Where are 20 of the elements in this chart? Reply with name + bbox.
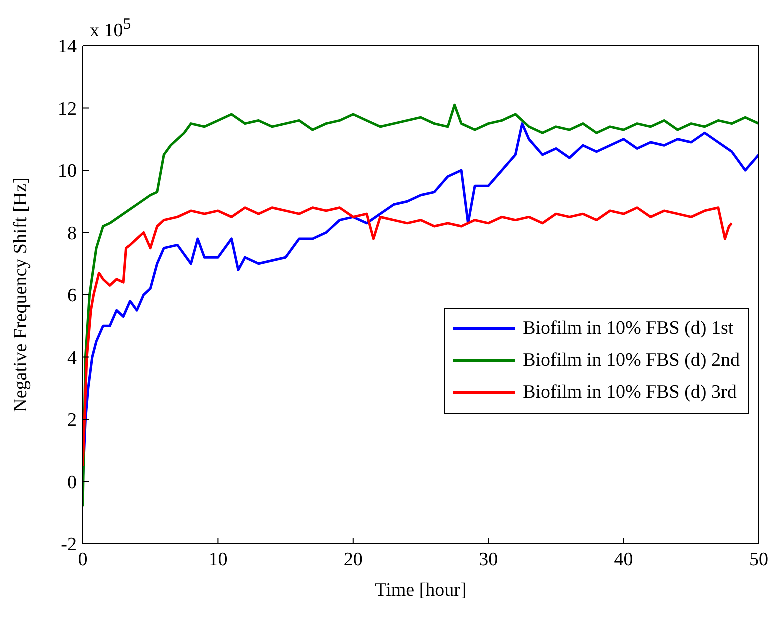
y-tick-label: 8 (68, 223, 77, 244)
y-tick-label: 6 (68, 286, 77, 307)
x-tick-label: 50 (750, 549, 768, 570)
legend-label: Biofilm in 10% FBS (d) 3rd (523, 381, 737, 405)
x-tick-label: 30 (479, 549, 498, 570)
y-tick-label: 4 (68, 348, 78, 369)
y-tick-label: -2 (61, 534, 77, 556)
x-tick-label: 10 (208, 549, 228, 570)
y-tick-label: 12 (58, 98, 77, 120)
text: x 10$^{5}$ (90, 16, 132, 42)
legend-label: Biofilm in 10% FBS (d) 1st (523, 317, 734, 341)
y-tick-label: 0 (68, 472, 77, 494)
y-tick-label: 10 (58, 161, 77, 182)
y-axis-title: Negative Frequency Shift [Hz] (10, 178, 32, 412)
y-tick-label: 14 (58, 36, 78, 58)
x-tick-label: 20 (344, 549, 363, 570)
x-tick-label: 40 (614, 549, 634, 570)
y-tick-label: 2 (68, 410, 77, 432)
legend-label: Biofilm in 10% FBS (d) 2nd (523, 349, 740, 373)
x-axis-title: Time [hour] (375, 580, 467, 601)
